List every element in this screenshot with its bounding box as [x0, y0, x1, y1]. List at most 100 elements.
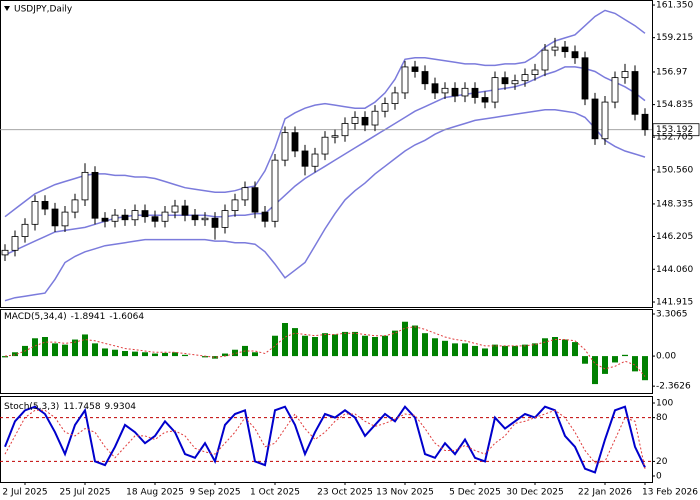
macd-bar — [322, 333, 328, 357]
macd-bar — [552, 337, 558, 357]
macd-bar — [522, 344, 528, 357]
macd-bar — [282, 323, 288, 357]
macd-bar — [572, 342, 578, 357]
candle-body — [631, 71, 639, 115]
candle-body — [581, 57, 589, 100]
macd-bar — [392, 330, 398, 357]
macd-bar — [592, 356, 598, 385]
macd-bar — [382, 335, 388, 357]
macd-bar — [342, 331, 348, 357]
macd-bar — [202, 356, 208, 358]
macd-bar — [212, 356, 218, 359]
candle-body — [641, 113, 649, 131]
candle-body — [11, 236, 19, 251]
macd-bar — [112, 349, 118, 357]
macd-bar — [472, 345, 478, 357]
macd-label: MACD(5,34,4) -1.8941 -1.6064 — [4, 312, 144, 322]
y-tick-label: 161.350 — [656, 1, 693, 11]
macd-bar — [332, 334, 338, 357]
y-tick-label: 141.915 — [656, 298, 693, 308]
x-tick-label: 23 Oct 2025 — [317, 488, 373, 498]
candle-body — [411, 66, 419, 72]
candle-body — [441, 87, 449, 94]
symbol-menu-arrow — [4, 6, 10, 11]
y-tick-label: 148.335 — [656, 199, 693, 209]
macd-bar — [172, 352, 178, 357]
y-tick-label: 146.205 — [656, 232, 693, 242]
candle-body — [331, 135, 339, 138]
y-tick-label: 0 — [656, 472, 662, 482]
y-tick-label: 20 — [656, 457, 668, 467]
candle-body — [471, 87, 479, 98]
stoch-signal-value: 9.9304 — [105, 402, 137, 412]
y-tick-label: 3.3065 — [656, 310, 688, 320]
macd-bar — [372, 337, 378, 357]
candle-body — [511, 80, 519, 85]
macd-bar — [232, 349, 238, 357]
x-tick-label: 30 Dec 2025 — [506, 488, 564, 498]
candle-body — [561, 46, 569, 53]
macd-bar — [12, 352, 18, 357]
candle-body — [51, 208, 59, 227]
macd-bar — [492, 344, 498, 357]
candle-body — [481, 97, 489, 103]
candle-body — [341, 123, 349, 137]
macd-bar — [122, 351, 128, 357]
y-tick-label: 100 — [656, 399, 673, 409]
candle-body — [401, 66, 409, 94]
candle-body — [1, 249, 9, 256]
last-price-label: 153.192 — [656, 125, 693, 135]
candle-body — [571, 51, 579, 59]
macd-bar — [452, 343, 458, 357]
x-tick-label: 25 Jul 2025 — [60, 488, 111, 498]
macd-bar — [312, 337, 318, 357]
candle-body — [351, 116, 359, 124]
candle-body — [421, 71, 429, 85]
x-tick-label: 18 Aug 2025 — [126, 488, 184, 498]
candle-body — [451, 87, 459, 97]
macd-bar — [152, 353, 158, 357]
candle-body — [371, 110, 379, 126]
x-tick-label: 22 Jan 2026 — [578, 488, 632, 498]
candle-body — [211, 217, 219, 228]
macd-bar — [162, 352, 168, 357]
candle-body — [251, 187, 259, 213]
macd-bar — [642, 356, 648, 381]
macd-bar — [62, 344, 68, 357]
candle-body — [301, 150, 309, 167]
stoch-label: Stoch(5,3,3) 11.7458 9.9304 — [4, 402, 136, 412]
candle-body — [531, 69, 539, 75]
macd-bar — [2, 356, 8, 358]
candle-body — [391, 92, 399, 105]
macd-bar — [502, 345, 508, 357]
candle-body — [261, 211, 269, 222]
y-tick-label: -2.3626 — [656, 382, 691, 392]
candle-body — [131, 210, 139, 221]
candle-body — [171, 205, 179, 213]
candle-body — [491, 77, 499, 103]
macd-bar — [32, 338, 38, 357]
x-tick-label: 13 Nov 2025 — [376, 488, 434, 498]
x-tick-label: 9 Sep 2025 — [189, 488, 240, 498]
stoch-title: Stoch(5,3,3) — [4, 402, 59, 412]
candle-body — [101, 217, 109, 222]
macd-bar — [442, 340, 448, 357]
macd-bar — [72, 339, 78, 357]
candle-body — [551, 46, 559, 51]
candle-body — [611, 77, 619, 103]
candle-body — [91, 171, 99, 219]
x-tick-label: 2 Jul 2025 — [2, 488, 47, 498]
candle-body — [541, 49, 549, 71]
candle-body — [431, 83, 439, 94]
macd-bar — [302, 335, 308, 357]
bollinger-lower — [4, 108, 646, 302]
bollinger-upper — [4, 9, 646, 218]
macd-bar — [102, 348, 108, 357]
macd-bar — [432, 338, 438, 357]
candle-body — [501, 77, 509, 85]
macd-signal-line — [4, 326, 646, 377]
x-tick-label: 1 Oct 2025 — [250, 488, 300, 498]
macd-bar — [512, 345, 518, 357]
